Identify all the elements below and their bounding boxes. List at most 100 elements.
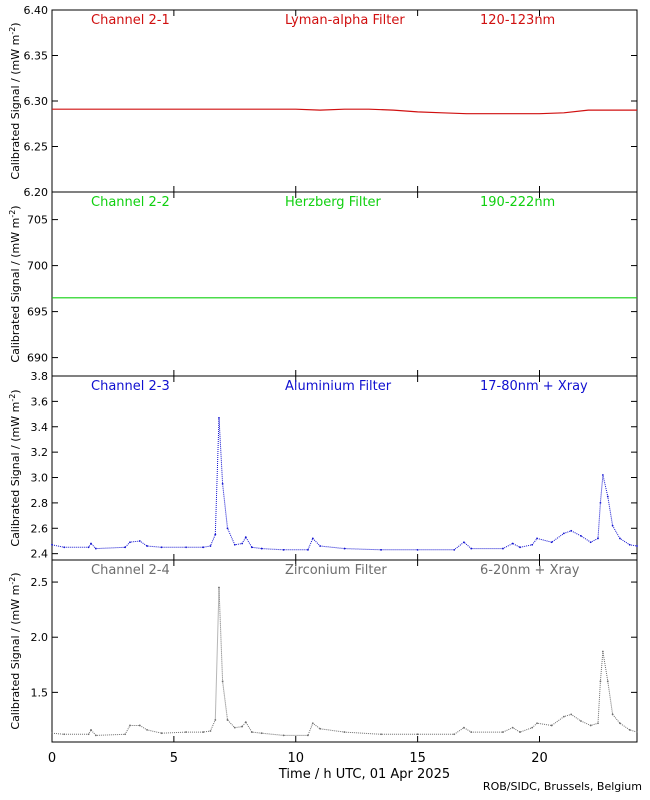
data-point: [160, 732, 163, 735]
data-point: [202, 546, 205, 549]
data-point: [611, 524, 614, 527]
y-tick-label: 695: [27, 306, 48, 319]
data-point: [380, 733, 382, 736]
data-point: [580, 720, 582, 722]
data-point: [502, 547, 504, 550]
data-point: [63, 546, 66, 549]
y-tick-label: 6.25: [24, 141, 49, 154]
data-point: [511, 726, 514, 729]
data-point: [599, 501, 602, 504]
data-point: [536, 537, 538, 540]
data-point: [160, 546, 163, 549]
data-point: [87, 733, 90, 736]
data-point: [250, 546, 253, 549]
band-label: 17-80nm + Xray: [480, 379, 588, 394]
filter-label: Aluminium Filter: [285, 379, 392, 394]
data-point: [502, 731, 504, 733]
data-point: [129, 724, 131, 727]
y-tick-label: 2.4: [31, 548, 49, 561]
data-point: [570, 713, 573, 716]
data-point: [226, 527, 229, 530]
channel-label: Channel 2-3: [91, 379, 170, 394]
y-tick-label: 6.30: [24, 95, 49, 108]
data-point: [599, 680, 602, 683]
filter-label: Herzberg Filter: [285, 195, 382, 210]
data-point: [209, 545, 212, 547]
y-tick-label: 1.5: [31, 686, 49, 699]
data-point: [202, 731, 205, 733]
data-point: [250, 731, 253, 733]
data-point: [636, 545, 638, 547]
series-trace: [51, 587, 638, 736]
data-point: [606, 680, 609, 683]
data-point: [536, 722, 538, 725]
data-point: [214, 533, 217, 536]
data-point: [241, 725, 244, 728]
y-tick-label: 6.20: [24, 186, 49, 199]
data-point: [470, 731, 473, 733]
data-point: [218, 586, 220, 589]
y-tick-label: 3.8: [31, 370, 49, 383]
series-trace: [51, 417, 638, 551]
data-point: [531, 543, 534, 546]
data-point: [94, 547, 97, 550]
band-label: 190-222nm: [480, 195, 555, 210]
data-point: [562, 715, 565, 718]
data-point: [416, 733, 419, 736]
data-point: [94, 734, 97, 737]
data-point: [307, 734, 309, 737]
data-point: [519, 546, 521, 549]
data-point: [562, 532, 565, 535]
data-point: [597, 722, 599, 725]
data-point: [636, 731, 638, 733]
data-point: [380, 548, 382, 551]
data-point: [343, 731, 346, 733]
data-point: [138, 724, 141, 727]
data-point: [129, 541, 131, 544]
data-point: [244, 721, 247, 724]
data-point: [51, 732, 53, 735]
data-point: [221, 680, 224, 683]
data-point: [601, 474, 604, 476]
panel-4: 1.5 2.0 2.5 Channel 2-4 Zirconium Filter 6-20…: [8, 559, 638, 743]
data-point: [282, 548, 285, 551]
band-label: 6-20nm + Xray: [480, 563, 580, 578]
channel-label: Channel 2-2: [91, 195, 170, 210]
data-point: [589, 724, 592, 727]
data-point: [244, 536, 247, 539]
y-tick-label: 2.8: [31, 497, 49, 510]
data-point: [124, 546, 127, 549]
y-tick-label: 705: [27, 214, 48, 227]
y-tick-label: 690: [27, 352, 48, 365]
data-point: [260, 547, 263, 550]
footer-credit: ROB/SIDC, Brussels, Belgium: [482, 780, 642, 793]
y-axis-label: Calibrated Signal / (mW m-2): [8, 572, 22, 729]
data-point: [138, 540, 141, 542]
data-point: [218, 416, 220, 419]
x-axis-label: Time / h UTC, 01 Apr 2025: [278, 767, 450, 782]
data-point: [570, 529, 573, 532]
channel-label: Channel 2-1: [91, 13, 170, 28]
data-point: [597, 537, 599, 540]
data-point: [589, 541, 592, 544]
data-point: [628, 543, 631, 546]
data-point: [226, 719, 229, 721]
data-point: [628, 728, 631, 731]
plot-frame: [51, 375, 638, 561]
data-point: [463, 726, 465, 729]
data-point: [619, 722, 621, 725]
data-point: [319, 727, 322, 730]
data-point: [241, 542, 244, 545]
data-point: [185, 731, 187, 733]
data-point: [124, 733, 127, 736]
data-point: [611, 713, 614, 716]
panel-1: 6.20 6.25 6.30 6.35 6.40 Channel 2-1 Lyman-alp…: [8, 4, 638, 199]
x-tick-label: 5: [170, 751, 178, 766]
x-tick-label: 0: [48, 751, 56, 766]
data-point: [519, 731, 521, 733]
y-tick-label: 2.0: [31, 631, 49, 644]
band-label: 120-123nm: [480, 13, 555, 28]
data-point: [90, 728, 92, 731]
y-axis-label: Calibrated Signal / (mW m-2): [8, 205, 22, 362]
